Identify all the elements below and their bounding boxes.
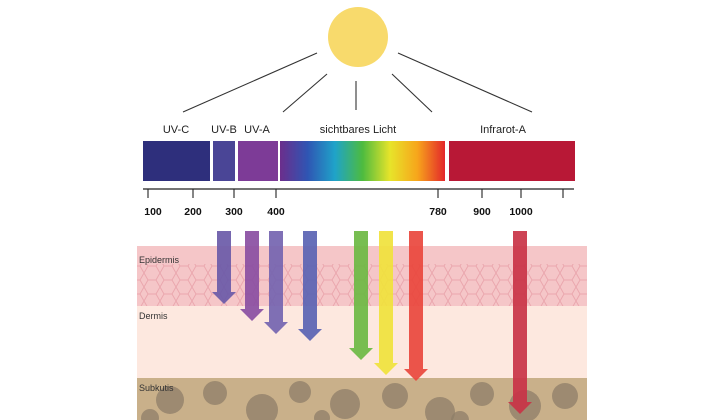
penetration-arrow bbox=[508, 231, 532, 414]
fat-cell bbox=[470, 382, 494, 406]
fat-cell bbox=[552, 383, 578, 409]
sun-ray bbox=[397, 52, 533, 113]
wavelength-ticks bbox=[147, 189, 564, 198]
tick-label: 400 bbox=[267, 206, 285, 218]
fat-cell bbox=[156, 386, 184, 414]
penetration-arrow bbox=[298, 231, 322, 341]
penetration-arrow bbox=[212, 231, 236, 304]
fat-cell bbox=[425, 397, 455, 420]
subcutis-fat-cells bbox=[141, 381, 578, 420]
fat-cell bbox=[330, 389, 360, 419]
spectrum-band bbox=[280, 141, 445, 181]
sun-ray bbox=[182, 52, 318, 113]
sun-rays bbox=[182, 52, 533, 113]
band-label-uva: UV-A bbox=[244, 124, 270, 136]
band-label-visible: sichtbares Licht bbox=[319, 124, 397, 136]
sun-icon bbox=[328, 7, 388, 67]
spectrum-band bbox=[238, 141, 278, 181]
penetration-arrow bbox=[374, 231, 398, 375]
layer-label-epidermis: Epidermis bbox=[139, 255, 180, 265]
fat-cell bbox=[203, 381, 227, 405]
tick-label: 100 bbox=[144, 206, 162, 218]
penetration-arrow bbox=[264, 231, 288, 334]
sun-ray bbox=[391, 73, 433, 113]
fat-cell bbox=[314, 410, 330, 420]
penetration-arrow bbox=[404, 231, 428, 381]
penetration-arrow bbox=[349, 231, 373, 360]
fat-cell bbox=[451, 411, 469, 420]
tick-label: 300 bbox=[225, 206, 243, 218]
sun-ray bbox=[282, 73, 328, 113]
band-label-infrared: Infrarot-A bbox=[480, 124, 526, 136]
fat-cell bbox=[289, 381, 311, 403]
tick-label: 780 bbox=[429, 206, 447, 218]
layer-label-dermis: Dermis bbox=[139, 311, 168, 321]
fat-cell bbox=[141, 409, 159, 420]
fat-cell bbox=[382, 383, 408, 409]
fat-cell bbox=[246, 394, 278, 420]
band-label-uvb: UV-B bbox=[211, 124, 237, 136]
layer-label-subkutis: Subkutis bbox=[139, 383, 174, 393]
spectrum-band bbox=[213, 141, 235, 181]
tick-label: 1000 bbox=[509, 206, 533, 218]
spectrum-band bbox=[449, 141, 575, 181]
spectrum-band bbox=[143, 141, 210, 181]
band-label-uvc: UV-C bbox=[162, 124, 190, 136]
tick-label: 200 bbox=[184, 206, 202, 218]
spectrum-bar bbox=[143, 141, 575, 181]
tick-label: 900 bbox=[473, 206, 491, 218]
penetration-arrows bbox=[212, 231, 532, 414]
penetration-arrow bbox=[240, 231, 264, 321]
